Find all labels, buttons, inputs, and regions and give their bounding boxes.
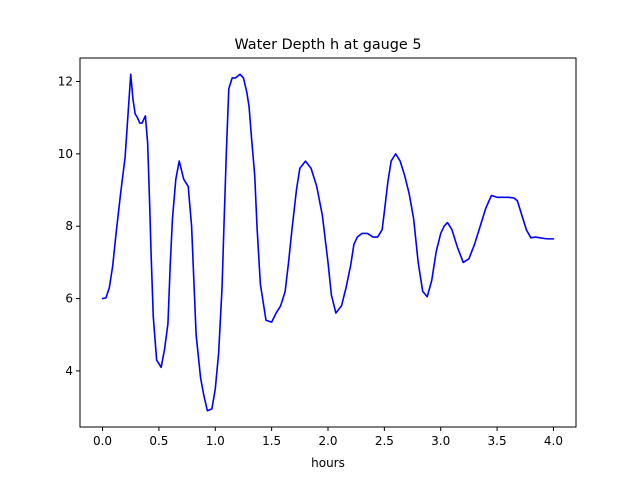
x-tick-label: 0.0 xyxy=(93,434,112,448)
y-tick-label: 10 xyxy=(58,147,73,161)
x-axis-title: hours xyxy=(311,456,345,470)
x-tick-label: 2.5 xyxy=(375,434,394,448)
x-tick-label: 0.5 xyxy=(149,434,168,448)
x-tick-label: 4.0 xyxy=(544,434,563,448)
x-tick-label: 2.0 xyxy=(318,434,337,448)
plot-area: 0.0 0.5 1.0 1.5 2.0 2.5 3.0 3.5 4.0 4 6 8 10 12 xyxy=(58,57,577,448)
x-tick-label: 1.5 xyxy=(262,434,281,448)
y-tick-label: 6 xyxy=(65,292,73,306)
x-tick-label: 3.0 xyxy=(431,434,450,448)
chart-title: Water Depth h at gauge 5 xyxy=(234,37,421,53)
y-tick-label: 8 xyxy=(65,219,73,233)
y-tick-label: 4 xyxy=(65,364,73,378)
y-tick-label: 12 xyxy=(58,75,73,89)
series-line-0 xyxy=(101,73,555,412)
x-tick-label: 1.0 xyxy=(206,434,225,448)
x-tick-label: 3.5 xyxy=(488,434,507,448)
